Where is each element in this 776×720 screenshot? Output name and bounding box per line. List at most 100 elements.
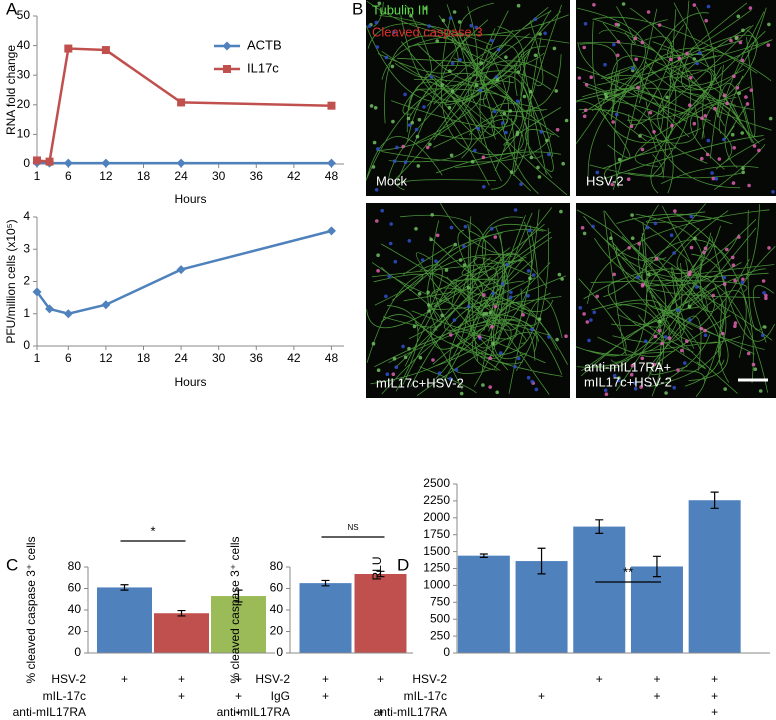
point-marker (327, 101, 336, 110)
cell-body (703, 246, 708, 251)
condition-mark: + (538, 689, 545, 703)
cell-body (458, 258, 463, 262)
cell-body (764, 293, 768, 298)
y-tick-label: 4 (23, 209, 30, 223)
cell-body (449, 333, 453, 337)
cell-body (427, 309, 431, 313)
cell-body (604, 392, 609, 397)
cell-body (753, 367, 758, 372)
micrograph (575, 203, 776, 398)
cell-body (640, 147, 645, 152)
cell-body (380, 208, 385, 213)
y-tick-label: 20 (17, 97, 31, 111)
cell-body (665, 95, 669, 100)
cell-body (526, 375, 531, 380)
cell-body (536, 165, 540, 170)
point-marker (176, 158, 186, 168)
cell-body (463, 224, 468, 229)
cell-body (745, 102, 750, 106)
cell-body (392, 159, 397, 163)
cell-body (391, 372, 396, 377)
cell-body (652, 362, 657, 367)
y-tick-label: 30 (17, 67, 31, 81)
significance-label: ** (623, 564, 633, 579)
cell-body (559, 209, 563, 214)
cell-body (385, 372, 390, 377)
cell-body (410, 120, 415, 125)
y-tick-label: 10 (17, 127, 31, 141)
cell-body (582, 231, 587, 236)
cell-body (407, 239, 412, 243)
cell-body (614, 22, 619, 27)
condition-label: HSV-2 (51, 672, 86, 686)
cell-body (741, 277, 745, 282)
cell-body (641, 282, 645, 287)
cell-body (537, 317, 542, 321)
cell-body (467, 304, 471, 309)
y-axis-label: PFU/million cells (x10⁵) (4, 219, 18, 343)
error-bar (710, 491, 719, 509)
cell-body (417, 292, 422, 296)
cell-body (653, 334, 658, 339)
x-axis-label: Hours (174, 192, 206, 206)
cell-body (664, 335, 668, 339)
cell-body (513, 208, 518, 212)
cell-body (735, 86, 740, 90)
cell-body (539, 130, 544, 134)
cell-body (733, 321, 738, 325)
cell-body (440, 83, 445, 87)
cell-body (722, 93, 727, 98)
cell-body (722, 282, 727, 287)
cell-body (427, 303, 431, 307)
cell-body (687, 304, 692, 309)
cell-body (505, 262, 509, 267)
cell-body (488, 356, 493, 361)
y-tick-label: 80 (270, 559, 284, 573)
point-marker (63, 309, 73, 319)
cell-body (746, 351, 751, 356)
cell-body (638, 134, 642, 138)
cell-body (725, 247, 729, 252)
x-tick-label: 36 (250, 351, 264, 365)
micrograph (366, 202, 570, 398)
cell-body (373, 106, 378, 110)
panel-label: B (352, 0, 363, 18)
cell-body (749, 88, 754, 92)
cell-body (731, 263, 736, 268)
cell-body (722, 137, 726, 142)
y-tick-label: 0 (74, 645, 81, 659)
cell-body (496, 47, 501, 52)
cell-body (768, 116, 773, 121)
cell-body (425, 145, 430, 150)
cell-body (646, 10, 651, 14)
cell-body (494, 75, 499, 79)
cell-body (530, 327, 534, 332)
cell-body (734, 36, 739, 41)
cell-body (604, 95, 609, 99)
cell-body (629, 124, 634, 129)
cell-body (703, 333, 708, 338)
error-bar (537, 547, 546, 575)
cell-body (667, 336, 672, 340)
error-bar (177, 609, 186, 617)
cell-body (685, 51, 689, 56)
cell-body (403, 355, 408, 360)
cell-body (652, 130, 656, 134)
cell-body (513, 365, 517, 369)
cell-body (367, 24, 372, 29)
cell-body (732, 74, 736, 78)
cell-body (453, 242, 458, 247)
x-tick-label: 30 (212, 351, 226, 365)
cell-body (477, 335, 482, 339)
cell-body (422, 105, 426, 109)
condition-label: anti-mIL17RA (217, 705, 290, 719)
cell-body (763, 325, 767, 329)
cell-body (584, 83, 589, 87)
cell-body (616, 40, 621, 44)
x-tick-label: 24 (174, 169, 188, 183)
y-tick-label: 1250 (423, 561, 450, 575)
cell-body (417, 117, 422, 122)
y-tick-label: 250 (430, 628, 450, 642)
cell-body (537, 175, 542, 179)
condition-label: anti-mIL17RA (374, 705, 447, 719)
